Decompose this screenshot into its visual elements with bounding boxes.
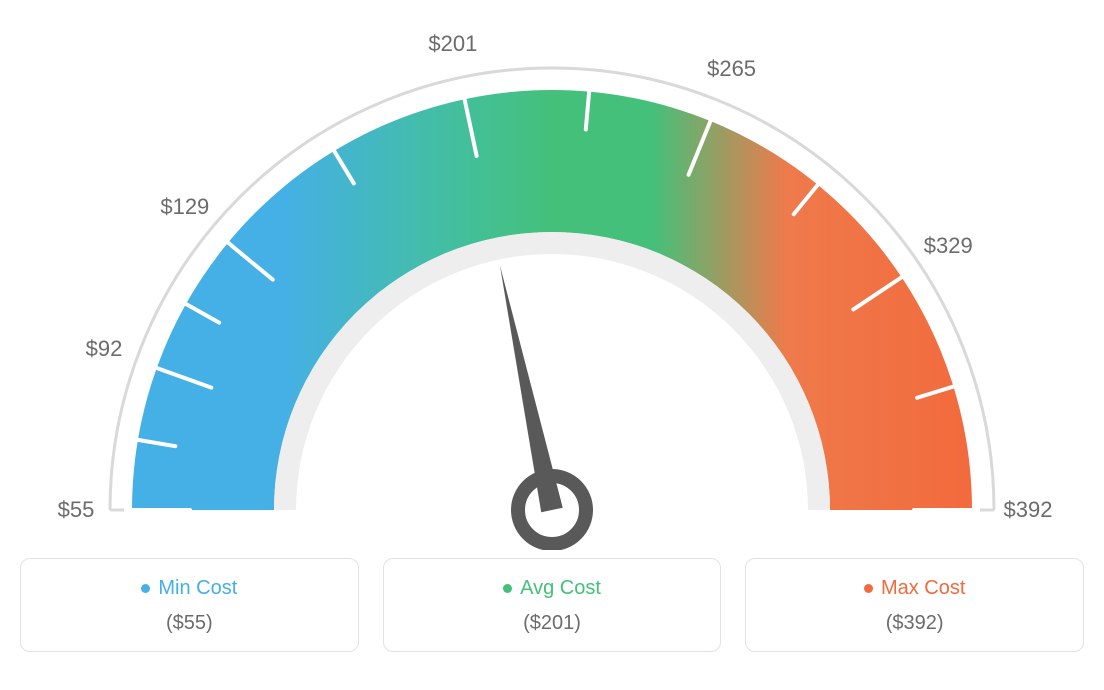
legend-value-max: ($392) [756,612,1073,635]
legend-title-avg: Avg Cost [503,577,601,600]
legend-title-max: Max Cost [864,577,965,600]
dot-icon [864,584,873,593]
legend-title-text: Min Cost [158,577,237,600]
legend-title-min: Min Cost [141,577,237,600]
gauge-tick-label: $265 [707,56,756,82]
legend-card-avg: Avg Cost ($201) [383,558,722,652]
gauge-tick-label: $92 [86,336,123,362]
legend-title-text: Avg Cost [520,577,601,600]
dot-icon [503,584,512,593]
gauge-tick-label: $55 [58,497,95,523]
dot-icon [141,584,150,593]
gauge-tick-label: $392 [1004,497,1053,523]
gauge-tick-label: $201 [428,31,477,57]
gauge-tick-label: $129 [160,194,209,220]
legend-card-max: Max Cost ($392) [745,558,1084,652]
legend-value-min: ($55) [31,612,348,635]
legend-value-avg: ($201) [394,612,711,635]
legend-card-min: Min Cost ($55) [20,558,359,652]
cost-gauge: $55 $92 $129 $201 $265 $329 $392 [20,20,1084,550]
legend-row: Min Cost ($55) Avg Cost ($201) Max Cost … [20,558,1084,652]
gauge-tick-label: $329 [924,233,973,259]
legend-title-text: Max Cost [881,577,965,600]
gauge-svg [20,20,1084,550]
